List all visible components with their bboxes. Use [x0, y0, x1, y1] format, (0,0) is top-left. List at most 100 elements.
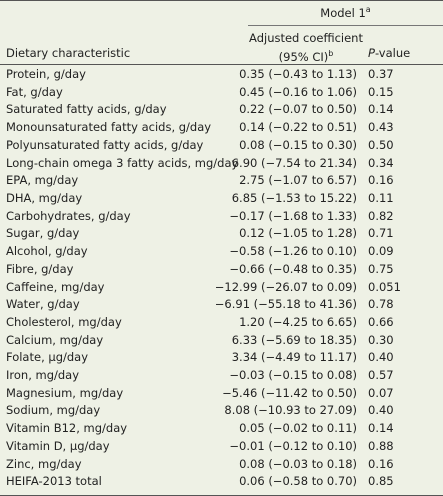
p-value: 0.78	[368, 297, 394, 312]
adjusted-coefficient: −0.17 (−1.68 to 1.33)	[229, 208, 357, 223]
dietary-characteristic: HEIFA-2013 total	[6, 474, 102, 489]
dietary-characteristic: Saturated fatty acids, g/day	[6, 102, 167, 117]
p-value: 0.40	[368, 403, 394, 418]
dietary-characteristic: Sugar, g/day	[6, 226, 80, 241]
dietary-characteristic: Vitamin B12, mg/day	[6, 421, 128, 436]
adjusted-coefficient: 0.12 (−1.05 to 1.28)	[239, 226, 357, 241]
adjusted-coefficient: −12.99 (−26.07 to 0.09)	[214, 279, 357, 294]
top-rule	[0, 0, 443, 1]
header-rule	[0, 64, 443, 65]
p-value: 0.82	[368, 208, 394, 223]
table-row: Caffeine, mg/day −12.99 (−26.07 to 0.09) 0…	[0, 280, 443, 299]
dietary-characteristic: Fat, g/day	[6, 84, 63, 99]
model-note: a	[365, 5, 371, 14]
p-header: P-value	[368, 46, 410, 60]
adjusted-coefficient: 0.06 (−0.58 to 0.70)	[239, 474, 357, 489]
dietary-characteristic: Calcium, mg/day	[6, 332, 104, 347]
table-row: Carbohydrates, g/day −0.17 (−1.68 to 1.33…	[0, 209, 443, 228]
p-value: 0.57	[368, 368, 394, 383]
table-row: Fibre, g/day −0.66 (−0.48 to 0.35) 0.75	[0, 262, 443, 281]
adjusted-coefficient: 0.35 (−0.43 to 1.13)	[239, 67, 357, 81]
table-row: Sugar, g/day 0.12 (−1.05 to 1.28) 0.71	[0, 226, 443, 245]
adjusted-coefficient: 0.05 (−0.02 to 0.11)	[239, 421, 357, 436]
p-value: 0.30	[368, 332, 394, 347]
characteristic-header: Dietary characteristic	[6, 46, 131, 60]
table-row: Monounsaturated fatty acids, g/day 0.14 (…	[0, 120, 443, 139]
p-value: 0.11	[368, 190, 394, 205]
dietary-characteristic: Polyunsaturated fatty acids, g/day	[6, 137, 204, 152]
table-row: DHA, mg/day 6.85 (−1.53 to 15.22) 0.11	[0, 191, 443, 210]
ci-label: (95% CI)	[278, 49, 329, 64]
p-value: 0.14	[368, 102, 394, 117]
table-row: Iron, mg/day −0.03 (−0.15 to 0.08) 0.57	[0, 368, 443, 387]
p-value: 0.88	[368, 438, 394, 453]
dietary-characteristic: Sodium, mg/day	[6, 403, 101, 418]
dietary-characteristic: Caffeine, mg/day	[6, 279, 105, 294]
table-row: Polyunsaturated fatty acids, g/day 0.08 (…	[0, 138, 443, 157]
p-value: 0.37	[368, 67, 394, 81]
adjusted-coefficient: 0.08 (−0.03 to 0.18)	[239, 456, 357, 471]
model-header: Model 1a	[248, 5, 443, 20]
adjusted-coefficient: 3.34 (−4.49 to 11.17)	[231, 350, 357, 365]
coefficient-header: Adjusted coefficient (95% CI)b	[248, 30, 364, 65]
dietary-characteristic: DHA, mg/day	[6, 190, 83, 205]
p-value: 0.14	[368, 421, 394, 436]
adjusted-coefficient: 2.75 (−1.07 to 6.57)	[239, 173, 357, 188]
adjusted-coefficient: 6.85 (−1.53 to 15.22)	[231, 190, 357, 205]
p-value: 0.85	[368, 474, 394, 489]
p-value: 0.16	[368, 456, 394, 471]
model-label: Model 1	[320, 5, 366, 20]
adjusted-coefficient: 0.08 (−0.15 to 0.30)	[239, 137, 357, 152]
dietary-characteristic: Protein, g/day	[6, 67, 86, 81]
model-rule	[248, 25, 443, 26]
dietary-characteristic: Magnesium, mg/day	[6, 385, 124, 400]
table-row: Water, g/day −6.91 (−55.18 to 41.36) 0.78	[0, 297, 443, 316]
adjusted-coefficient: 6.33 (−5.69 to 18.35)	[231, 332, 357, 347]
dietary-characteristic: Vitamin D, µg/day	[6, 438, 110, 453]
dietary-characteristic: Iron, mg/day	[6, 368, 80, 383]
p-value: 0.051	[368, 279, 401, 294]
dietary-characteristic: Alcohol, g/day	[6, 244, 88, 259]
adjusted-coefficient: −0.01 (−0.12 to 0.10)	[229, 438, 357, 453]
adjusted-coefficient: −6.91 (−55.18 to 41.36)	[214, 297, 357, 312]
table-row: Calcium, mg/day 6.33 (−5.69 to 18.35) 0.30	[0, 333, 443, 352]
adjusted-coefficient: 8.08 (−10.93 to 27.09)	[224, 403, 357, 418]
adjusted-coefficient: 1.20 (−4.25 to 6.65)	[239, 314, 357, 329]
adjusted-coefficient: 0.45 (−0.16 to 1.06)	[239, 84, 357, 99]
dietary-characteristic: Fibre, g/day	[6, 261, 74, 276]
p-value: 0.75	[368, 261, 394, 276]
table-row: Cholesterol, mg/day 1.20 (−4.25 to 6.65) 0…	[0, 315, 443, 334]
table-row: Zinc, mg/day 0.08 (−0.03 to 0.18) 0.16	[0, 457, 443, 476]
table-row: Magnesium, mg/day −5.46 (−11.42 to 0.50) 0…	[0, 386, 443, 405]
adjusted-coefficient: 0.14 (−0.22 to 0.51)	[239, 120, 357, 135]
table-row: Fat, g/day 0.45 (−0.16 to 1.06) 0.15	[0, 85, 443, 104]
table-row: HEIFA-2013 total 0.06 (−0.58 to 0.70) 0.85	[0, 474, 443, 493]
table-row: Vitamin B12, mg/day 0.05 (−0.02 to 0.11) 0…	[0, 421, 443, 440]
p-value: 0.71	[368, 226, 394, 241]
dietary-characteristic: Long-chain omega 3 fatty acids, mg/day	[6, 155, 239, 170]
dietary-characteristic: Folate, µg/day	[6, 350, 89, 365]
p-value: 0.07	[368, 385, 394, 400]
adjusted-coefficient: −0.66 (−0.48 to 0.35)	[229, 261, 357, 276]
p-rest: -value	[374, 46, 411, 60]
table-row: Vitamin D, µg/day −0.01 (−0.12 to 0.10) 0.…	[0, 439, 443, 458]
adjusted-coefficient: 6.90 (−7.54 to 21.34)	[231, 155, 357, 170]
table-row: Saturated fatty acids, g/day 0.22 (−0.07 …	[0, 102, 443, 121]
dietary-characteristic: Monounsaturated fatty acids, g/day	[6, 120, 212, 135]
adjusted-coefficient: −5.46 (−11.42 to 0.50)	[222, 385, 357, 400]
p-value: 0.15	[368, 84, 394, 99]
p-italic: P	[368, 46, 375, 60]
adjusted-coefficient: −0.58 (−1.26 to 0.10)	[229, 244, 357, 259]
coefficient-label: Adjusted coefficient	[249, 31, 363, 45]
p-value: 0.40	[368, 350, 394, 365]
p-value: 0.66	[368, 314, 394, 329]
dietary-characteristic: Zinc, mg/day	[6, 456, 82, 471]
adjusted-coefficient: −0.03 (−0.15 to 0.08)	[229, 368, 357, 383]
dietary-characteristic: Carbohydrates, g/day	[6, 208, 131, 223]
p-value: 0.09	[368, 244, 394, 259]
dietary-characteristic: Cholesterol, mg/day	[6, 314, 122, 329]
table-row: Folate, µg/day 3.34 (−4.49 to 11.17) 0.40	[0, 350, 443, 369]
p-value: 0.50	[368, 137, 394, 152]
table-row: Alcohol, g/day −0.58 (−1.26 to 0.10) 0.09	[0, 244, 443, 263]
